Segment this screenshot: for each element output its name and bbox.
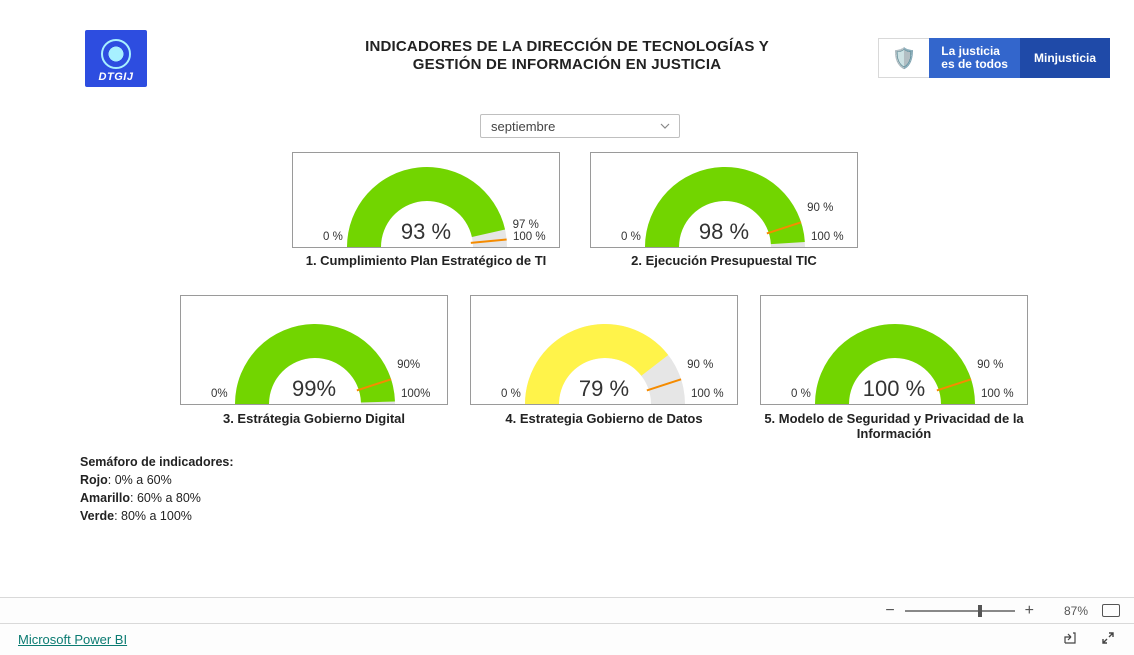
gauge-min-label: 0 % bbox=[501, 388, 521, 400]
gauge-max-label: 100% bbox=[401, 388, 430, 400]
gauge-min-label: 0% bbox=[211, 388, 228, 400]
gov-brand: 🛡️ La justicia es de todos Minjusticia bbox=[878, 38, 1110, 78]
legend-row-amarillo: Amarillo: 60% a 80% bbox=[80, 489, 234, 507]
gauge-max-label: 100 % bbox=[811, 231, 844, 243]
gauge-marker-label: 90 % bbox=[687, 359, 713, 371]
gauge-min-label: 0 % bbox=[323, 231, 343, 243]
zoom-slider[interactable] bbox=[905, 610, 1015, 612]
gauge-caption-3: 3. Estrátegia Gobierno Digital bbox=[174, 411, 454, 426]
gauge-marker-label: 97 % bbox=[513, 219, 539, 231]
gauge-caption-4: 4. Estrategia Gobierno de Datos bbox=[464, 411, 744, 426]
zoom-bar: − + 87% bbox=[0, 597, 1134, 623]
legend: Semáforo de indicadores: Rojo: 0% a 60% … bbox=[80, 453, 234, 525]
powerbi-link[interactable]: Microsoft Power BI bbox=[18, 632, 127, 647]
page-title-line2: GESTIÓN DE INFORMACIÓN EN JUSTICIA bbox=[413, 56, 722, 73]
zoom-thumb[interactable] bbox=[978, 605, 982, 617]
chevron-down-icon bbox=[659, 120, 671, 135]
gauge-card-1[interactable]: 93 %0 %100 %97 % bbox=[292, 152, 560, 248]
gov-entity: Minjusticia bbox=[1020, 38, 1110, 78]
gauge-card-4[interactable]: 79 %0 %100 %90 % bbox=[470, 295, 738, 405]
crest-icon: 🛡️ bbox=[878, 38, 929, 78]
gauge-max-label: 100 % bbox=[981, 388, 1014, 400]
gauge-marker-label: 90 % bbox=[977, 359, 1003, 371]
page-title-line1: INDICADORES DE LA DIRECCIÓN DE TECNOLOGÍ… bbox=[365, 38, 769, 55]
bottom-bar: Microsoft Power BI bbox=[0, 623, 1134, 655]
fit-to-page-icon[interactable] bbox=[1102, 604, 1120, 617]
gauge-caption-2: 2. Ejecución Presupuestal TIC bbox=[584, 253, 864, 268]
gauge-marker-label: 90 % bbox=[807, 202, 833, 214]
report-canvas: DTGIJ INDICADORES DE LA DIRECCIÓN DE TEC… bbox=[0, 0, 1134, 597]
gauge-marker-label: 90% bbox=[397, 359, 420, 371]
zoom-in-button[interactable]: + bbox=[1019, 604, 1040, 618]
zoom-percent: 87% bbox=[1054, 604, 1088, 618]
zoom-out-button[interactable]: − bbox=[879, 604, 900, 618]
month-select[interactable]: septiembre bbox=[480, 114, 680, 138]
legend-title: Semáforo de indicadores: bbox=[80, 453, 234, 471]
gauge-max-label: 100 % bbox=[691, 388, 724, 400]
gauge-min-label: 0 % bbox=[621, 231, 641, 243]
legend-row-rojo: Rojo: 0% a 60% bbox=[80, 471, 234, 489]
gauge-caption-5: 5. Modelo de Seguridad y Privacidad de l… bbox=[754, 411, 1034, 441]
gauge-card-5[interactable]: 100 %0 %100 %90 % bbox=[760, 295, 1028, 405]
month-select-value: septiembre bbox=[491, 119, 555, 134]
gauge-card-2[interactable]: 98 %0 %100 %90 % bbox=[590, 152, 858, 248]
gauge-card-3[interactable]: 99%0%100%90% bbox=[180, 295, 448, 405]
fullscreen-icon[interactable] bbox=[1100, 630, 1116, 649]
gauge-caption-1: 1. Cumplimiento Plan Estratégico de TI bbox=[286, 253, 566, 268]
legend-row-verde: Verde: 80% a 100% bbox=[80, 507, 234, 525]
share-icon[interactable] bbox=[1062, 630, 1078, 649]
gauge-max-label: 100 % bbox=[513, 231, 546, 243]
gov-slogan: La justicia es de todos bbox=[929, 38, 1020, 78]
gauge-min-label: 0 % bbox=[791, 388, 811, 400]
